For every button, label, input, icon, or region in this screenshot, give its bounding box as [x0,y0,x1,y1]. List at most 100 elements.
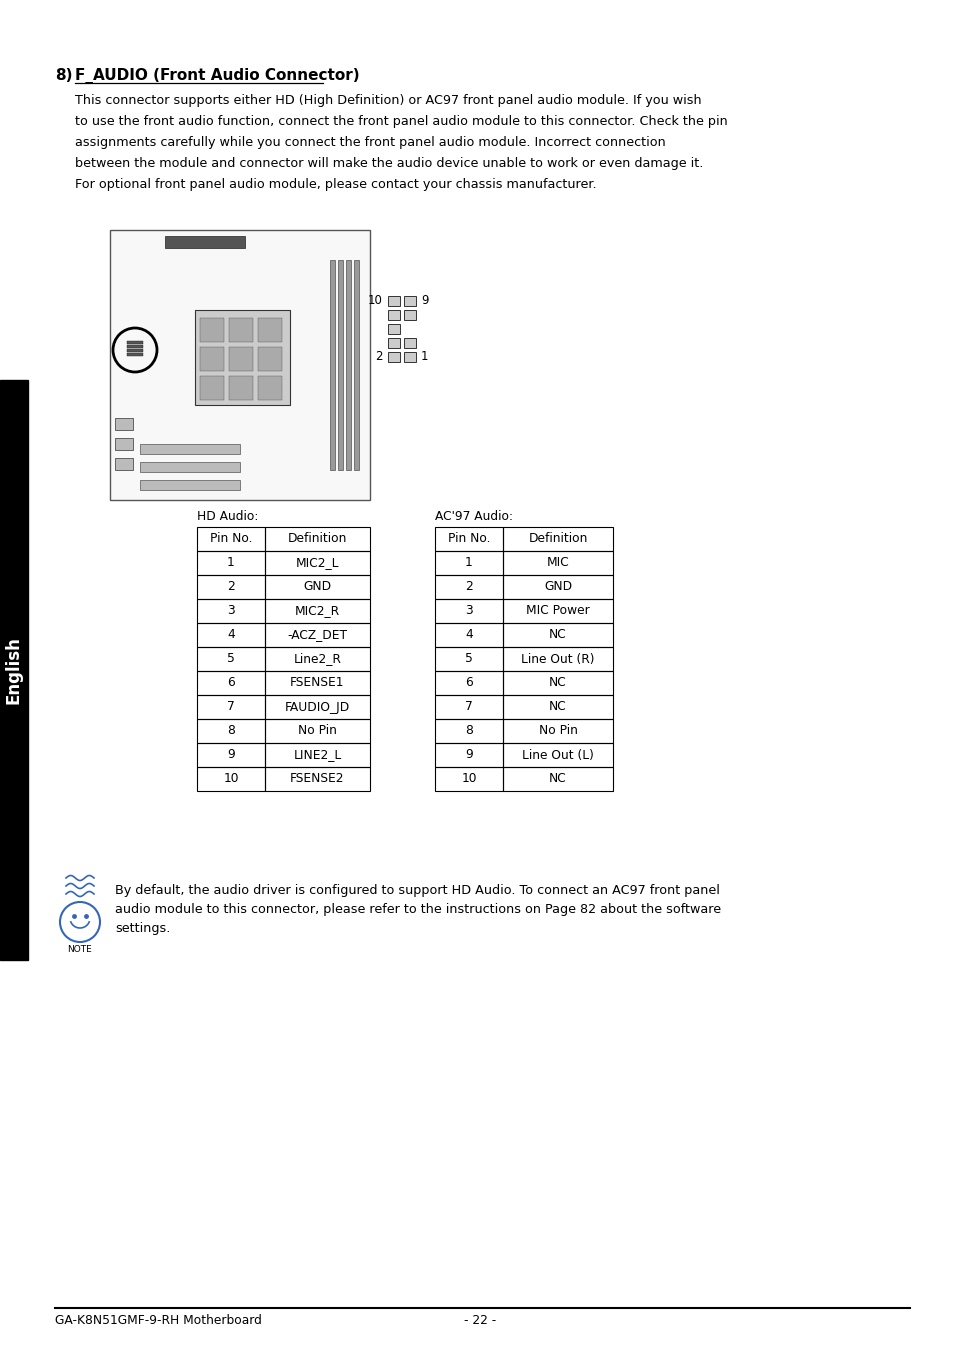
Text: 2: 2 [227,580,234,594]
Bar [388,296,399,306]
Text: NC: NC [549,700,566,714]
Text: - 22 -: - 22 - [463,1314,496,1328]
Text: 10: 10 [368,295,382,307]
Bar [435,744,502,767]
Text: For optional front panel audio module, please contact your chassis manufacturer.: For optional front panel audio module, p… [75,178,596,191]
Text: F_AUDIO (Front Audio Connector): F_AUDIO (Front Audio Connector) [75,68,359,84]
Bar [265,767,370,791]
Bar [115,418,132,430]
Bar [200,318,224,342]
Text: 1: 1 [227,557,234,569]
Bar [435,552,502,575]
Text: Pin No.: Pin No. [447,533,490,545]
Text: 9: 9 [227,749,234,761]
Bar [165,237,245,247]
Text: 4: 4 [227,629,234,641]
Bar [502,648,613,671]
Text: Line2_R: Line2_R [294,653,341,665]
Bar [265,527,370,552]
Text: 1: 1 [465,557,473,569]
Text: 6: 6 [227,676,234,690]
Bar [502,527,613,552]
Bar [502,599,613,623]
Bar [330,260,335,470]
Bar [229,318,253,342]
Text: MIC: MIC [546,557,569,569]
Text: NC: NC [549,676,566,690]
Bar [196,623,265,648]
Text: FAUDIO_JD: FAUDIO_JD [285,700,350,714]
Bar [200,347,224,370]
Bar [435,767,502,791]
Text: GND: GND [303,580,332,594]
Bar [127,341,143,343]
Text: Line Out (L): Line Out (L) [521,749,594,761]
Text: MIC2_L: MIC2_L [295,557,339,569]
Bar [265,599,370,623]
Bar [196,767,265,791]
Bar [127,349,143,352]
Bar [388,324,399,334]
Bar [435,648,502,671]
Bar [140,480,240,489]
Bar [265,648,370,671]
Bar [403,296,416,306]
Bar [435,695,502,719]
Bar [200,376,224,400]
Bar [403,338,416,347]
Bar [196,575,265,599]
Bar [265,623,370,648]
Bar [196,671,265,695]
Bar [115,458,132,470]
Bar [265,719,370,744]
Bar [403,352,416,362]
Bar [435,623,502,648]
Text: 6: 6 [465,676,473,690]
Bar [388,352,399,362]
Text: 9: 9 [420,295,428,307]
Bar [265,744,370,767]
Bar [196,695,265,719]
Text: 8: 8 [227,725,234,737]
Text: GND: GND [543,580,572,594]
Bar [354,260,358,470]
Text: This connector supports either HD (High Definition) or AC97 front panel audio mo: This connector supports either HD (High … [75,95,700,107]
Bar [229,347,253,370]
Text: audio module to this connector, please refer to the instructions on Page 82 abou: audio module to this connector, please r… [115,903,720,917]
Text: Definition: Definition [528,533,587,545]
Bar [346,260,351,470]
Bar [435,527,502,552]
Text: assignments carefully while you connect the front panel audio module. Incorrect : assignments carefully while you connect … [75,137,665,149]
Text: between the module and connector will make the audio device unable to work or ev: between the module and connector will ma… [75,157,702,170]
Bar [265,695,370,719]
Text: settings.: settings. [115,922,171,936]
Text: to use the front audio function, connect the front panel audio module to this co: to use the front audio function, connect… [75,115,727,128]
Bar [337,260,343,470]
Text: 10: 10 [223,772,238,786]
Bar [502,744,613,767]
Bar [502,719,613,744]
Text: Definition: Definition [288,533,347,545]
Text: MIC Power: MIC Power [525,604,589,618]
Bar [196,527,265,552]
Bar [502,671,613,695]
Text: No Pin: No Pin [538,725,577,737]
Bar [257,376,282,400]
Text: 9: 9 [465,749,473,761]
Text: LINE2_L: LINE2_L [294,749,341,761]
Text: 8): 8) [55,68,72,82]
Text: 2: 2 [465,580,473,594]
Text: NC: NC [549,772,566,786]
Bar [388,338,399,347]
Bar [194,310,290,406]
Text: English: English [5,635,23,704]
Bar [140,462,240,472]
Bar [257,347,282,370]
Text: 10: 10 [460,772,476,786]
Bar [196,719,265,744]
Text: 8: 8 [464,725,473,737]
Bar [196,552,265,575]
Bar [502,695,613,719]
Text: 2: 2 [375,350,382,364]
Bar [127,345,143,347]
